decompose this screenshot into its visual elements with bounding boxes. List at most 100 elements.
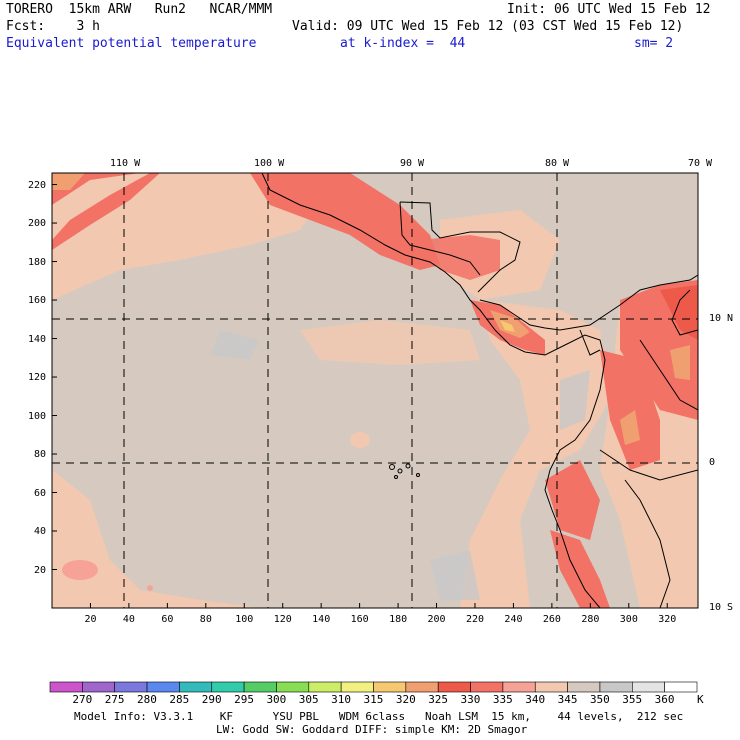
colorbar-label: 285	[169, 693, 190, 706]
x-tick-label: 160	[350, 614, 369, 625]
pacific-coastline	[261, 173, 606, 608]
map-panel	[51, 172, 699, 609]
x-tick-label: 20	[84, 614, 97, 625]
colorbar-label: 275	[104, 693, 125, 706]
field-core-1	[490, 310, 530, 338]
colorbar-label: 345	[557, 693, 578, 706]
field-blob-1	[150, 210, 210, 250]
colorbar-label: 320	[395, 693, 416, 706]
lake-maracaibo	[671, 289, 698, 336]
field-nw-band	[52, 173, 160, 250]
lat-label-10s: 10 S	[709, 602, 734, 613]
colorbar-swatch	[276, 681, 310, 693]
lat-label-10n: 10 N	[709, 313, 734, 324]
x-tick-label: 60	[161, 614, 174, 625]
colorbar-label: 310	[331, 693, 352, 706]
y-tick-label: 140	[28, 333, 47, 345]
field-core-5	[670, 345, 690, 380]
colorbar-label: 300	[266, 693, 287, 706]
y-tick-label: 220	[28, 179, 47, 191]
border-ecuador-peru	[599, 449, 698, 481]
x-tick-label: 100	[235, 614, 254, 625]
x-tick-marks	[89, 603, 668, 608]
x-tick-label: 280	[581, 614, 600, 625]
x-tick-label: 260	[542, 614, 561, 625]
y-tick-label: 180	[28, 256, 47, 268]
border-colombia-venezuela	[639, 339, 698, 411]
colorbar-swatch	[405, 681, 439, 693]
field-blob-2	[62, 560, 98, 580]
map-frame	[51, 172, 699, 609]
field-andes-warm	[600, 350, 660, 470]
colorbar-label: 290	[201, 693, 222, 706]
field-sw-peach	[52, 470, 260, 608]
colorbar-label: 305	[298, 693, 319, 706]
colorbar-label: 325	[428, 693, 449, 706]
coastlines	[261, 173, 698, 608]
colorbar-label: 355	[622, 693, 643, 706]
field-grey-patch-1	[210, 330, 260, 360]
colorbar-unit: K	[697, 693, 704, 706]
field-south-tan	[250, 430, 430, 608]
y-tick-label: 160	[28, 295, 47, 307]
field-grey-patch-3	[560, 370, 590, 430]
colorbar-label: 330	[460, 693, 481, 706]
field-core-2	[500, 320, 515, 332]
x-tick-label: 120	[273, 614, 292, 625]
latlon-grid	[52, 173, 698, 608]
y-tick-label: 60	[34, 487, 47, 499]
x-tick-label: 180	[389, 614, 408, 625]
theta-e-field	[52, 173, 698, 608]
field-ecuador-warm	[545, 460, 600, 540]
x-tick-label: 300	[619, 614, 638, 625]
colorbar-label: 350	[589, 693, 610, 706]
colorbar-swatch	[470, 681, 504, 693]
y-tick-label: 40	[34, 526, 47, 537]
colorbar-swatch	[114, 681, 148, 693]
colorbar-label: 335	[492, 693, 513, 706]
galapagos-island-1	[389, 464, 395, 470]
colorbar-swatch	[340, 681, 374, 693]
colorbar-swatch	[179, 681, 213, 693]
colorbar-swatch	[599, 681, 633, 693]
field-blob-4	[350, 432, 370, 448]
lon-label-110w: 110 W	[110, 158, 141, 169]
colorbar-swatch	[502, 681, 536, 693]
model-info: Model Info: V3.3.1 KF YSU PBL WDM 6class…	[74, 710, 684, 723]
colorbar-swatch	[567, 681, 601, 693]
x-tick-label: 40	[122, 614, 135, 625]
border-panama-colombia	[579, 329, 601, 356]
x-tick-label: 140	[312, 614, 331, 625]
galapagos-island-2	[397, 468, 403, 474]
colorbar-swatch	[49, 681, 83, 693]
forecast-hour: Fcst: 3 h	[6, 19, 100, 34]
colorbar	[49, 681, 698, 693]
lon-label-90w: 90 W	[400, 158, 425, 169]
colorbar-label: 360	[654, 693, 675, 706]
field-core-3	[620, 410, 640, 445]
y-tick-label: 100	[28, 410, 47, 422]
x-tick-label: 320	[658, 614, 677, 625]
caribbean-coastline-north	[399, 201, 521, 293]
physics-info: LW: Godd SW: Goddard DIFF: simple KM: 2D…	[216, 723, 528, 736]
y-tick-label: 20	[34, 564, 47, 576]
y-tick-label: 200	[28, 218, 47, 230]
smoothing-label: sm= 2	[634, 36, 674, 51]
lon-label-100w: 100 W	[254, 158, 285, 169]
lon-label-80w: 80 W	[545, 158, 570, 169]
colorbar-swatch	[437, 681, 471, 693]
border-guatemala	[399, 201, 431, 251]
colorbar-label: 270	[72, 693, 93, 706]
y-tick-label: 80	[34, 449, 47, 461]
colorbar-swatch	[308, 681, 342, 693]
field-blob-3	[147, 585, 153, 591]
x-tick-label: 80	[199, 614, 212, 625]
init-time: Init: 06 UTC Wed 15 Feb 12	[507, 2, 711, 17]
colorbar-swatch	[146, 681, 180, 693]
colorbar-label: 280	[137, 693, 157, 706]
x-tick-label: 240	[504, 614, 523, 625]
model-title: TORERO 15km ARW Run2 NCAR/MMM	[6, 2, 273, 17]
border-honduras	[429, 249, 481, 276]
level-label: at k-index = 44	[340, 36, 466, 51]
x-tick-label: 200	[427, 614, 446, 625]
